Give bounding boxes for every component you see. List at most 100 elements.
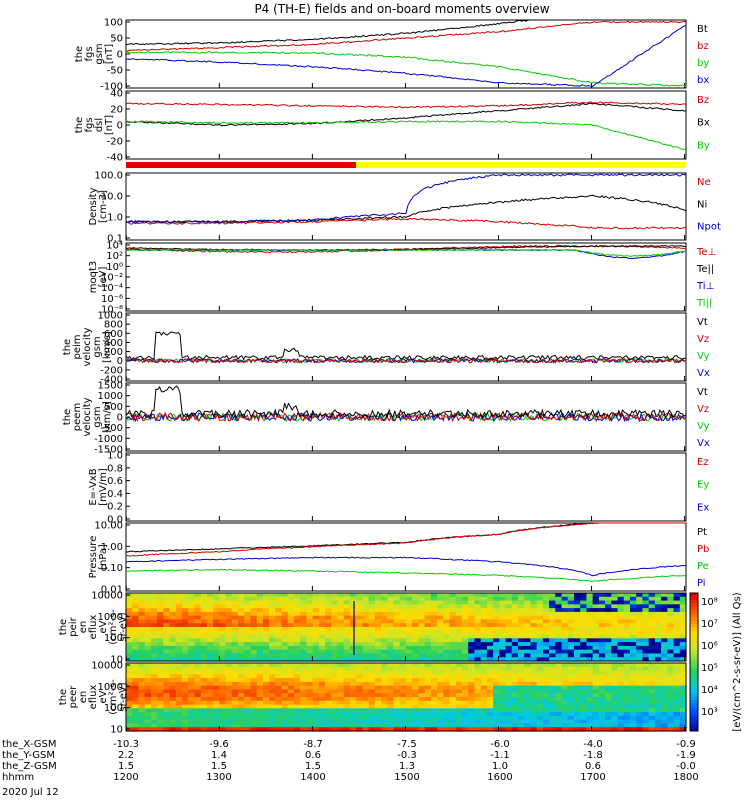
- ytick-label: 800: [104, 320, 123, 331]
- legend-bx: Bx: [697, 118, 710, 129]
- ytick-label: 10⁻²: [101, 273, 123, 284]
- ylabel-line: the: [62, 339, 73, 355]
- ytick-label: -500: [100, 423, 123, 434]
- legend-vx: Vx: [697, 368, 710, 379]
- panel-efield: 1.00.8 0.6 0.4 0.2 0.0 E=-VxB [mV/m] Ez Ey Ex: [88, 451, 709, 526]
- colorbar-tick: 10⁸: [701, 597, 718, 608]
- ytick-label: 100: [104, 703, 123, 714]
- footer-value: -1.8: [583, 750, 603, 761]
- ytick-label: 0.4: [107, 489, 123, 500]
- ylabel-line: velocity: [82, 397, 93, 436]
- series-dsl-bx: [125, 102, 687, 127]
- footer-value: -7.5: [397, 739, 417, 750]
- legend-vy: Vy: [697, 421, 710, 432]
- ytick-label: -200: [100, 365, 123, 376]
- ylabel-line: dsl: [94, 118, 105, 132]
- legend-npot: Npot: [697, 222, 721, 233]
- footer-value: -0.3: [397, 750, 417, 761]
- ylabel-line: [nPa]: [98, 544, 109, 570]
- ylabel-line: [km/s]: [102, 331, 113, 363]
- ylabel-line: (cm²-s-: [108, 679, 119, 715]
- legend-by: by: [697, 58, 709, 69]
- ytick-label: 0.0: [107, 515, 123, 526]
- ytick-label: 10⁻⁸: [101, 305, 123, 316]
- footer-ephemeris: the_X-GSM -10.3 -9.6 -8.7 -7.5 -6.0 -4.0 -0.9 th…: [2, 739, 699, 798]
- footer-value: 0.6: [305, 750, 321, 761]
- footer-value: -4.0: [583, 739, 603, 750]
- legend-te: Te⊥: [696, 247, 716, 258]
- footer-row-label: hhmm: [2, 772, 34, 783]
- ytick-label: 100.0: [94, 171, 123, 182]
- panel-frame: [125, 312, 687, 382]
- ylabel-line: [nT]: [104, 115, 115, 135]
- panel-frame: [125, 522, 687, 592]
- footer-value: 1300: [206, 772, 231, 783]
- ytick-label: 1000: [98, 311, 123, 322]
- ylabel-line: the: [58, 689, 69, 705]
- footer-value: 0.6: [585, 761, 601, 772]
- ytick-label: 10⁻⁶: [101, 294, 123, 305]
- footer-row-label: the_Z-GSM: [2, 761, 57, 772]
- colorbar-tick: 10⁶: [701, 641, 718, 652]
- legend-bt: Bt: [697, 24, 708, 35]
- ylabel-line: Pressure: [88, 536, 99, 579]
- series-peem-vx: [125, 411, 687, 423]
- series-bz: [125, 20, 687, 52]
- ylabel-line: [mV/m]: [98, 468, 109, 506]
- ytick-label: 0: [117, 50, 123, 61]
- panel-density: 100.0 10.0 1.0 0.1 Density [cm-3] Ne Ni Npot: [88, 171, 721, 245]
- footer-value: 1.5: [211, 761, 227, 772]
- colorbar-tick: 10⁴: [701, 685, 718, 696]
- ylabel-line: the: [58, 619, 69, 635]
- ytick-label: 10000: [91, 661, 123, 672]
- series-peem-vz: [125, 411, 687, 423]
- ylabel-line: [eV]: [98, 267, 109, 288]
- ylabel-line: [cm-3]: [98, 190, 109, 223]
- legend-vz: Vz: [697, 404, 709, 415]
- footer-value: -8.7: [303, 739, 323, 750]
- footer-value: 1.0: [492, 761, 508, 772]
- series-pe: [125, 568, 687, 583]
- series-dsl-bz: [125, 101, 687, 109]
- panel-frame: [125, 662, 687, 732]
- ytick-label: 0.2: [107, 502, 123, 513]
- ytick-label: 0: [117, 413, 123, 424]
- ylabel-line: sr-eV): [118, 612, 129, 641]
- ytick-label: 1.00: [101, 542, 123, 553]
- ytick-label: -20: [107, 137, 123, 148]
- mode-bar-slow: [126, 162, 356, 168]
- legend-vx: Vx: [697, 438, 710, 449]
- peir-spectrogram: [126, 593, 687, 662]
- colorbar-tick: 10⁷: [701, 619, 718, 630]
- panel-frame: [125, 452, 687, 522]
- series-ni: [125, 194, 687, 224]
- footer-value: 1200: [113, 772, 138, 783]
- panel-fgs_gsm: 100 50 0 -50 -100 the fgs gsm [nT] Bt bz by bx: [74, 18, 709, 93]
- legend-ey: Ey: [697, 480, 709, 491]
- series-peim-vy: [125, 357, 687, 364]
- ylabel-line: gsm: [92, 336, 103, 357]
- legend-te: Te||: [696, 264, 714, 275]
- ytick-label: -40: [107, 153, 123, 164]
- ytick-label: 1500: [98, 381, 123, 392]
- legend-pe: Pe: [697, 561, 709, 572]
- legend-ti: Ti⊥: [696, 281, 714, 292]
- legend-ez: Ez: [697, 457, 709, 468]
- series-pi: [125, 556, 687, 577]
- ytick-label: 0.01: [101, 585, 123, 596]
- colorbar: 10⁸ 10⁷ 10⁶ 10⁵ 10⁴ 10³ [eV/(cm^2-s-sr-eV)] (A…: [689, 592, 743, 732]
- ylabel-line: velocity: [82, 327, 93, 366]
- ytick-label: -1000: [94, 434, 123, 445]
- footer-value: 1500: [394, 772, 419, 783]
- ytick-label: 10⁴: [106, 241, 123, 252]
- legend-ti: Ti||: [696, 298, 712, 309]
- ytick-label: 10.0: [101, 192, 123, 203]
- ylabel-line: the: [74, 117, 85, 133]
- colorbar-tick: 10⁵: [701, 663, 718, 674]
- legend-pi: Pi: [697, 578, 706, 589]
- footer-value: 1.5: [305, 761, 321, 772]
- ylabel-line: the: [62, 409, 73, 425]
- series-peim-vx: [125, 357, 687, 364]
- series-peem-vt: [125, 385, 687, 420]
